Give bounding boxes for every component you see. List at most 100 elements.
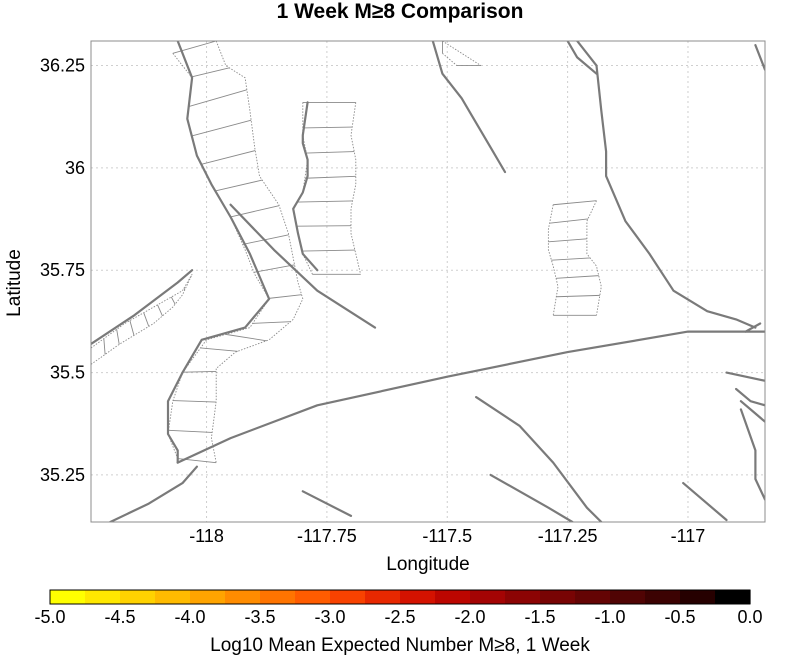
fault-trace-12 [489, 473, 574, 522]
rupture-segment-line [556, 275, 599, 279]
rupture-segment-line [306, 151, 355, 154]
colorbar-tick-label: -3.0 [314, 607, 345, 627]
rupture-segment-line [230, 205, 280, 218]
colorbar-swatch [505, 590, 541, 604]
rupture-segment-line [157, 304, 163, 317]
fault-trace-8 [91, 269, 194, 345]
fault-trace-7 [744, 322, 762, 333]
x-tick-label: -118 [189, 526, 224, 546]
y-tick-label: 36 [65, 158, 85, 178]
rupture-segment-line [188, 89, 247, 108]
colorbar-swatch [120, 590, 156, 604]
colorbar-tick-label: -2.5 [384, 607, 415, 627]
colorbar-swatch [50, 590, 86, 604]
rupture-edge [442, 52, 458, 66]
colorbar-tick-label: -4.0 [174, 607, 205, 627]
rupture-segment-line [215, 179, 263, 192]
fault-trace-5 [576, 41, 757, 329]
colorbar-tick-label: -4.5 [104, 607, 135, 627]
rupture-segment-line [172, 41, 217, 54]
colorbar-swatch [435, 590, 471, 604]
rupture-segment-line [225, 333, 267, 342]
colorbar-tick-label: -0.5 [664, 607, 695, 627]
rupture-segment-line [183, 287, 186, 291]
rupture-edge [91, 274, 193, 349]
rupture-segment-line [201, 150, 256, 165]
colorbar [50, 590, 751, 604]
x-tick-label: -117.75 [297, 526, 357, 546]
y-tick-label: 35.5 [50, 363, 85, 383]
colorbar-frame [49, 589, 751, 605]
rupture-segment-line [182, 370, 217, 373]
fault-trace-3 [176, 330, 765, 464]
colorbar-swatch [190, 590, 226, 604]
rupture-segment-line [143, 312, 150, 327]
fault-trace-4 [431, 41, 507, 174]
rupture-segment-line [553, 200, 597, 206]
rupture-edge [586, 200, 602, 316]
rupture-segment-line [556, 294, 600, 298]
colorbar-swatch [540, 590, 576, 604]
y-axis-ticks: 36.25 36 35.75 35.5 35.25 [40, 56, 85, 485]
rupture-segment-line [116, 329, 120, 345]
fault-trace-15 [739, 408, 765, 501]
colorbar-tick-label: 0.0 [737, 607, 762, 627]
colorbar-label: Log10 Mean Expected Number M≥8, 1 Week [210, 635, 590, 656]
rupture-segment-line [296, 225, 351, 227]
fault-trace-11 [475, 396, 603, 522]
colorbar-tick-label: -5.0 [34, 607, 65, 627]
rupture-zone-2 [547, 200, 602, 316]
colorbar-swatch [575, 590, 611, 604]
x-tick-label: -117 [671, 526, 706, 546]
rupture-zone-3 [91, 274, 193, 365]
rupture-segment-line [168, 429, 213, 433]
fault-trace-10 [301, 490, 353, 518]
rupture-segment-line [302, 126, 353, 129]
rupture-segment-line [103, 338, 106, 355]
rupture-segment-line [253, 264, 295, 273]
y-tick-label: 35.75 [40, 260, 85, 280]
rupture-edge [91, 274, 193, 365]
rupture-segment-line [551, 257, 591, 261]
colorbar-tick-label: -2.0 [454, 607, 485, 627]
fault-trace-6 [566, 41, 598, 75]
colorbar-swatch [260, 590, 296, 604]
colorbar-swatch [610, 590, 646, 604]
colorbar-swatch [715, 590, 751, 604]
plot-frame [90, 40, 766, 523]
fault-trace-18 [682, 482, 728, 522]
x-tick-label: -117.5 [422, 526, 472, 546]
rupture-segment-line [170, 296, 176, 305]
colorbar-swatch [155, 590, 191, 604]
gridlines [91, 41, 765, 522]
y-axis-label: Latitude [4, 249, 25, 317]
rupture-segment-line [173, 400, 217, 403]
rupture-edge [350, 102, 362, 275]
x-axis-label: Longitude [386, 554, 469, 575]
fault-map [91, 41, 765, 522]
fault-trace-16 [739, 400, 765, 423]
rupture-segment-line [129, 320, 135, 336]
colorbar-tick-label: -3.5 [244, 607, 275, 627]
colorbar-swatch [225, 590, 261, 604]
rupture-segment-line [242, 234, 289, 245]
rupture-segment-line [297, 200, 353, 203]
fault-trace-17 [754, 43, 765, 71]
rupture-edge [442, 41, 482, 66]
chart-title: 1 Week M≥8 Comparison [277, 0, 524, 23]
colorbar-swatch [645, 590, 681, 604]
colorbar-swatch [365, 590, 401, 604]
rupture-segment-line [304, 175, 356, 179]
rupture-edge [210, 41, 304, 463]
rupture-segment-line [549, 218, 588, 224]
rupture-segment-line [191, 119, 252, 137]
rupture-edge [167, 53, 270, 459]
y-tick-label: 36.25 [40, 56, 85, 76]
fault-trace-0 [166, 41, 271, 464]
rupture-segment-line [191, 67, 230, 78]
fault-trace-2 [229, 203, 377, 329]
fault-trace-14 [734, 387, 765, 407]
x-axis-ticks: -118 -117.75 -117.5 -117.25 -117 [189, 526, 705, 546]
rupture-segment-line [252, 321, 291, 324]
